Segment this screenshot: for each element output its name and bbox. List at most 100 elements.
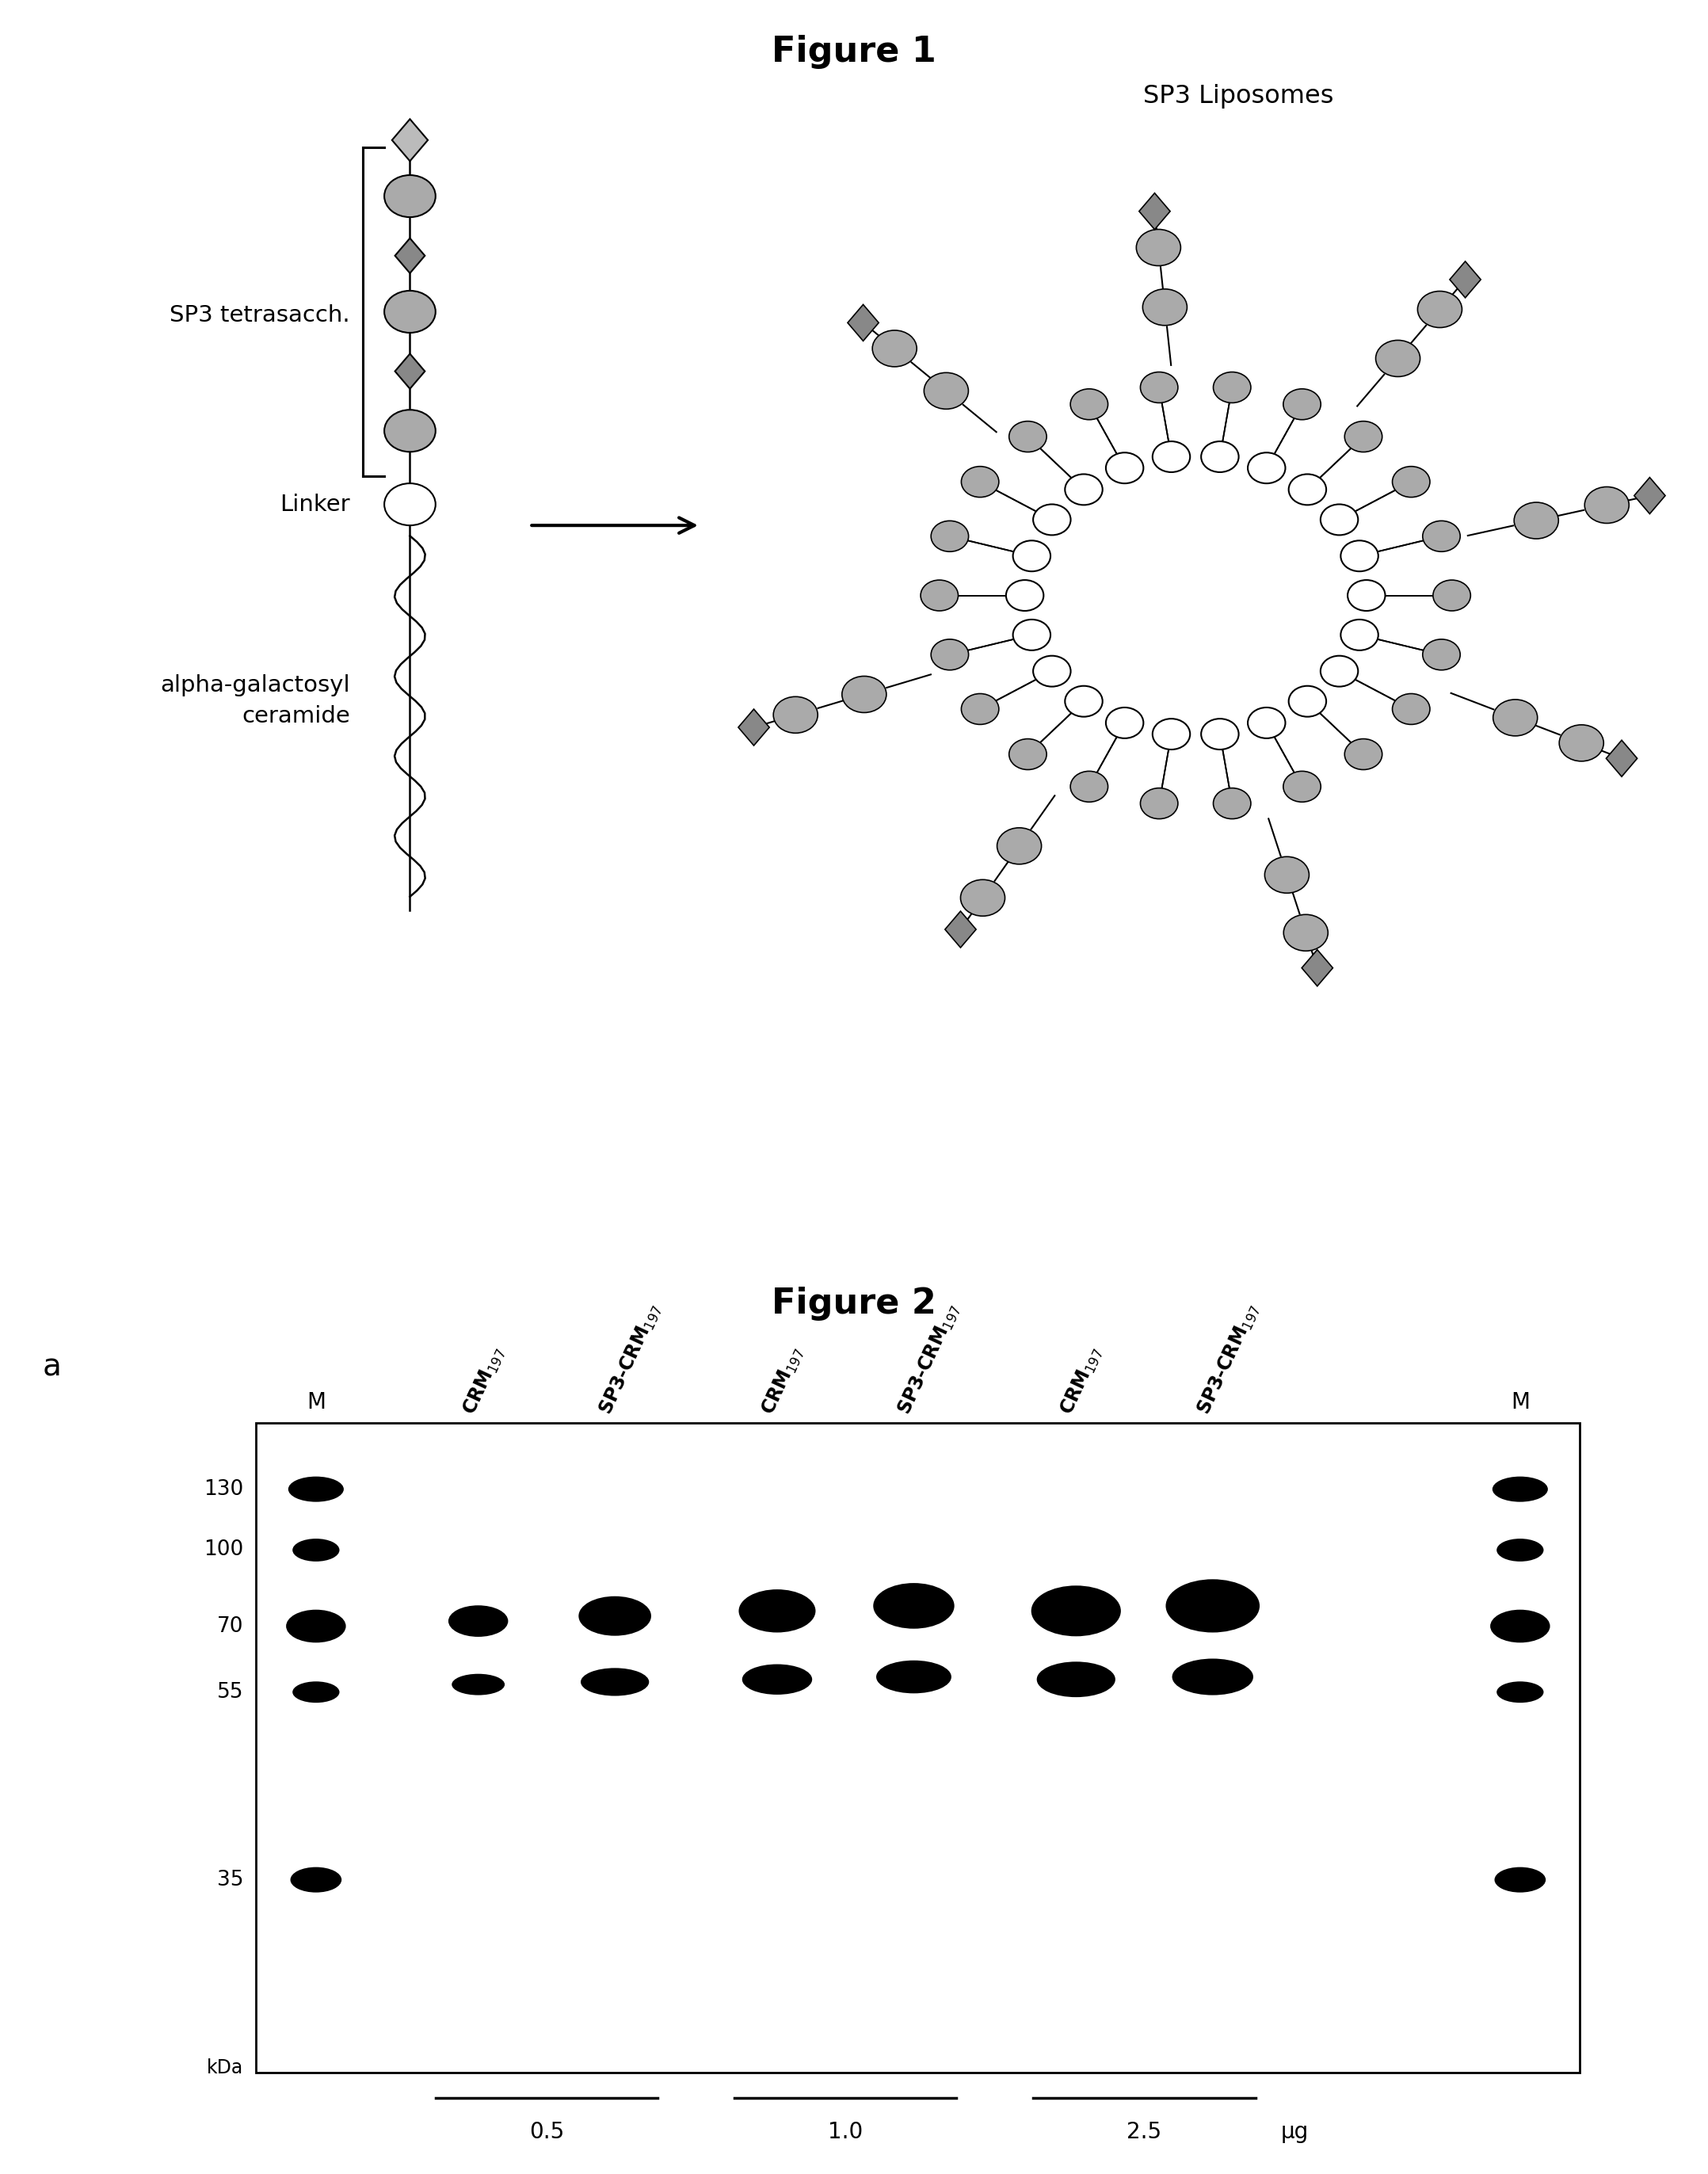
Circle shape: [924, 372, 968, 409]
Ellipse shape: [873, 1583, 955, 1628]
Circle shape: [1013, 620, 1050, 650]
Circle shape: [1341, 541, 1378, 572]
Circle shape: [774, 696, 818, 733]
Circle shape: [962, 467, 999, 498]
Circle shape: [1213, 787, 1250, 820]
Polygon shape: [393, 120, 429, 161]
Circle shape: [1153, 441, 1190, 472]
Circle shape: [1153, 720, 1190, 750]
Text: 35: 35: [217, 1870, 244, 1889]
Circle shape: [960, 880, 1004, 915]
Circle shape: [1249, 452, 1286, 483]
Polygon shape: [1301, 950, 1332, 987]
Circle shape: [1284, 915, 1329, 950]
Circle shape: [1201, 720, 1238, 750]
Circle shape: [1344, 422, 1382, 452]
Text: 2.5: 2.5: [1127, 2122, 1161, 2144]
Text: Figure 1: Figure 1: [772, 35, 936, 70]
Polygon shape: [1635, 478, 1665, 513]
Ellipse shape: [292, 1681, 340, 1702]
Text: CRM$_{197}$: CRM$_{197}$: [1057, 1344, 1107, 1417]
Circle shape: [1283, 389, 1320, 420]
Ellipse shape: [1496, 1681, 1544, 1702]
Circle shape: [1249, 707, 1286, 739]
Circle shape: [1009, 739, 1047, 770]
Ellipse shape: [1493, 1476, 1547, 1502]
Circle shape: [1071, 389, 1108, 420]
Text: CRM$_{197}$: CRM$_{197}$: [459, 1344, 509, 1417]
Circle shape: [1348, 580, 1385, 611]
Polygon shape: [738, 709, 769, 746]
Ellipse shape: [292, 1539, 340, 1561]
Circle shape: [1071, 772, 1108, 802]
Circle shape: [1066, 687, 1103, 717]
Text: 1.0: 1.0: [828, 2122, 863, 2144]
Ellipse shape: [1172, 1659, 1254, 1696]
Circle shape: [1066, 474, 1103, 504]
Circle shape: [1433, 580, 1471, 611]
Ellipse shape: [876, 1661, 951, 1694]
Text: 100: 100: [203, 1539, 244, 1561]
Circle shape: [1033, 504, 1071, 535]
Ellipse shape: [1037, 1661, 1115, 1698]
Ellipse shape: [738, 1589, 816, 1633]
Ellipse shape: [1165, 1578, 1261, 1633]
Ellipse shape: [741, 1665, 813, 1696]
Circle shape: [931, 522, 968, 552]
Text: SP3-CRM$_{197}$: SP3-CRM$_{197}$: [596, 1300, 666, 1417]
Circle shape: [1423, 522, 1460, 552]
Polygon shape: [395, 354, 425, 389]
Ellipse shape: [581, 1667, 649, 1696]
Circle shape: [1141, 372, 1179, 402]
Circle shape: [1264, 857, 1308, 894]
Ellipse shape: [1496, 1539, 1544, 1561]
Circle shape: [931, 639, 968, 670]
Text: alpha-galactosyl
ceramide: alpha-galactosyl ceramide: [161, 674, 350, 726]
Circle shape: [873, 330, 917, 367]
Circle shape: [1201, 441, 1238, 472]
Circle shape: [1493, 700, 1537, 737]
Circle shape: [1213, 372, 1250, 402]
Ellipse shape: [287, 1609, 347, 1644]
Circle shape: [997, 828, 1042, 865]
Circle shape: [842, 676, 886, 713]
Ellipse shape: [290, 1867, 342, 1891]
Circle shape: [384, 411, 436, 452]
Circle shape: [921, 580, 958, 611]
Circle shape: [1559, 724, 1604, 761]
Circle shape: [1141, 787, 1179, 820]
Polygon shape: [945, 911, 975, 948]
Polygon shape: [1606, 739, 1638, 776]
Text: kDa: kDa: [207, 2059, 244, 2076]
Text: SP3 Liposomes: SP3 Liposomes: [1143, 85, 1334, 109]
Ellipse shape: [447, 1604, 509, 1637]
Ellipse shape: [1032, 1585, 1120, 1637]
Text: 130: 130: [203, 1478, 244, 1500]
Text: Figure 2: Figure 2: [772, 1287, 936, 1320]
Circle shape: [1341, 620, 1378, 650]
Circle shape: [1320, 504, 1358, 535]
Polygon shape: [847, 304, 878, 341]
Circle shape: [1288, 474, 1325, 504]
Polygon shape: [1450, 261, 1481, 298]
Text: μg: μg: [1281, 2122, 1308, 2144]
Circle shape: [1033, 657, 1071, 687]
Text: a: a: [43, 1352, 61, 1383]
Circle shape: [1320, 657, 1358, 687]
Ellipse shape: [579, 1596, 651, 1635]
Text: M: M: [306, 1391, 326, 1413]
Circle shape: [1105, 707, 1143, 739]
Ellipse shape: [1494, 1867, 1546, 1891]
Circle shape: [1344, 739, 1382, 770]
Circle shape: [384, 483, 436, 526]
Circle shape: [1392, 467, 1430, 498]
Text: SP3-CRM$_{197}$: SP3-CRM$_{197}$: [895, 1300, 965, 1417]
Circle shape: [1143, 289, 1187, 326]
Text: 0.5: 0.5: [529, 2122, 564, 2144]
Circle shape: [1136, 228, 1180, 265]
Text: Linker: Linker: [280, 493, 350, 515]
Text: SP3 tetrasacch.: SP3 tetrasacch.: [169, 304, 350, 326]
Circle shape: [1418, 291, 1462, 328]
Circle shape: [1375, 341, 1419, 376]
Circle shape: [1392, 694, 1430, 724]
